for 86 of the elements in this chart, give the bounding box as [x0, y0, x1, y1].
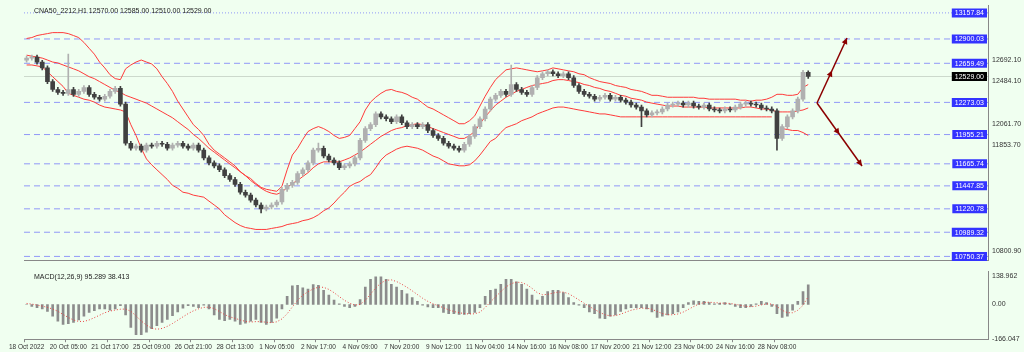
bar: [72, 304, 75, 323]
bar: [197, 304, 200, 308]
bar: [139, 304, 143, 335]
bar: [494, 288, 497, 305]
bar: [369, 278, 372, 305]
bar: [614, 304, 617, 316]
bar: [46, 304, 49, 312]
bar: [692, 300, 695, 305]
bar: [687, 302, 690, 305]
bar: [348, 304, 352, 308]
bar: [468, 304, 471, 315]
bar: [228, 304, 232, 320]
bar: [390, 283, 393, 305]
bar: [218, 304, 221, 320]
bar: [176, 304, 180, 313]
bar: [567, 297, 570, 305]
bar: [124, 304, 127, 316]
bar: [462, 304, 466, 315]
bar: [238, 304, 242, 325]
bar: [671, 304, 675, 315]
bar: [499, 283, 503, 305]
bar: [223, 304, 226, 321]
bar: [410, 297, 414, 305]
bar: [264, 304, 268, 325]
candlestick: [65, 53, 71, 96]
bar: [291, 285, 294, 305]
bar: [103, 304, 107, 310]
bar: [113, 304, 117, 310]
bar: [634, 304, 638, 308]
bar: [760, 301, 763, 305]
bar: [786, 304, 789, 317]
bar: [572, 302, 576, 305]
bar: [270, 304, 273, 323]
bar: [447, 304, 451, 315]
bar: [744, 304, 748, 308]
bar: [546, 291, 550, 305]
bar: [395, 286, 398, 305]
bar: [343, 304, 346, 307]
bar: [98, 304, 101, 310]
bar: [442, 304, 445, 313]
bar: [489, 289, 492, 305]
bar: [666, 304, 669, 316]
bar: [192, 304, 195, 307]
bar: [400, 289, 404, 305]
bar: [796, 301, 800, 305]
bar: [165, 304, 169, 320]
bar: [473, 304, 477, 313]
bar: [806, 284, 810, 305]
bar: [212, 304, 216, 316]
bar: [541, 296, 544, 305]
bar: [608, 304, 612, 317]
bar: [244, 304, 247, 324]
bar: [145, 304, 148, 333]
bar: [374, 276, 378, 305]
bar: [311, 284, 315, 305]
bar: [535, 299, 539, 305]
bar: [791, 304, 794, 311]
bar: [171, 304, 174, 316]
bar: [561, 292, 565, 305]
bar: [416, 301, 419, 305]
bar: [77, 304, 81, 321]
bar: [588, 304, 591, 313]
bar: [129, 304, 133, 328]
bar: [645, 304, 649, 310]
bar: [301, 287, 305, 305]
bar: [322, 289, 325, 305]
bar: [619, 304, 622, 312]
bar: [66, 304, 70, 325]
bar: [780, 304, 784, 318]
bar: [296, 284, 299, 305]
bar: [509, 278, 513, 305]
bar: [520, 283, 523, 305]
bar: [640, 304, 643, 308]
line-series: [26, 279, 809, 330]
bar: [598, 304, 602, 319]
bar: [275, 304, 279, 319]
bar: [363, 286, 367, 305]
bar: [51, 304, 54, 317]
bar: [317, 284, 320, 305]
bar: [249, 304, 252, 322]
bar: [515, 281, 518, 305]
bar: [593, 304, 596, 315]
bar: [660, 304, 664, 317]
bar: [739, 304, 742, 308]
bar: [93, 304, 96, 312]
bar: [150, 304, 153, 329]
